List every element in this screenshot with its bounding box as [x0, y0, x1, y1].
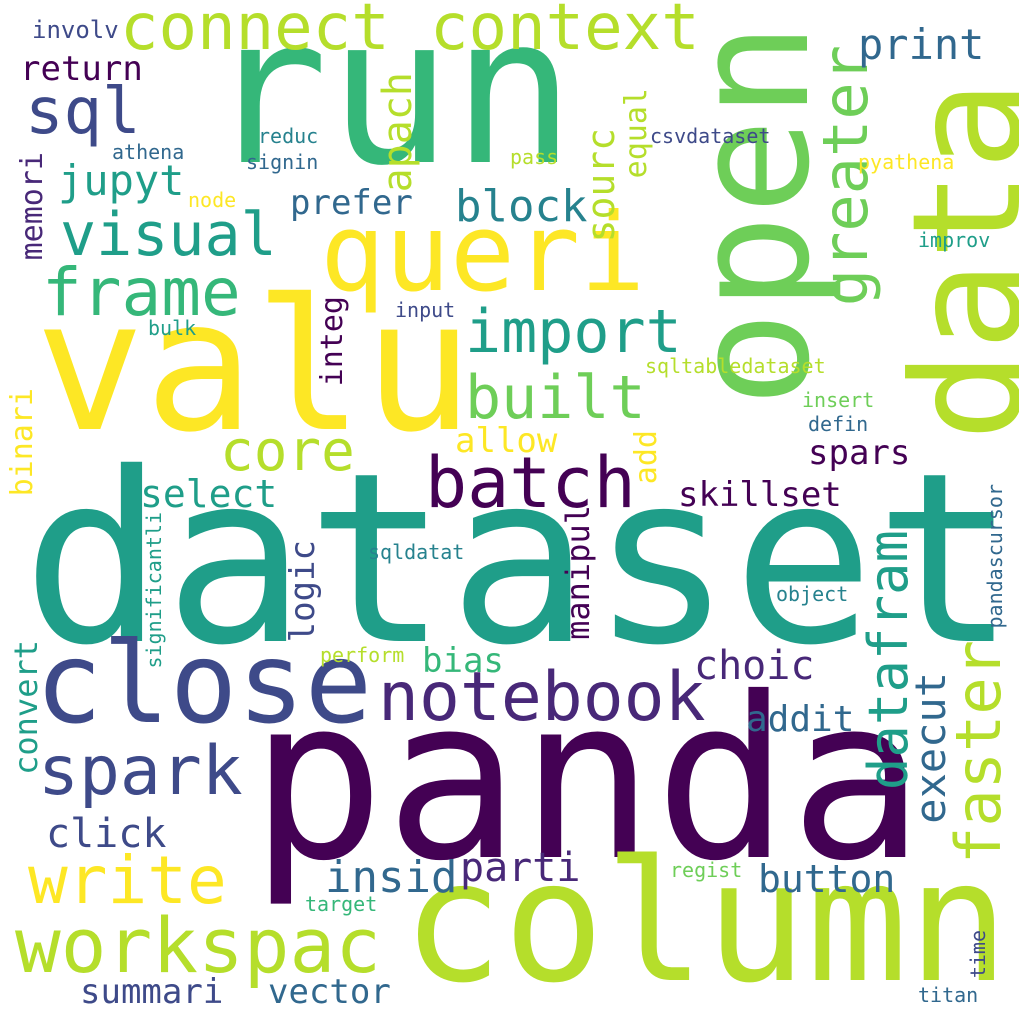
word-return: return	[20, 49, 143, 89]
word-logic: logic	[283, 540, 323, 643]
word-dataset: dataset	[22, 422, 1017, 697]
word-insert: insert	[802, 388, 875, 412]
word-csvdataset: csvdataset	[650, 124, 771, 148]
word-sql: sql	[25, 75, 141, 149]
word-built: built	[465, 363, 646, 433]
word-allow: allow	[455, 421, 558, 461]
word-sourc: sourc	[579, 128, 623, 243]
word-object: object	[776, 582, 849, 606]
word-target: target	[305, 892, 378, 916]
word-visual: visual	[60, 200, 277, 270]
word-pyathena: pyathena	[858, 150, 955, 174]
word-vector: vector	[268, 972, 391, 1012]
word-data: data	[881, 80, 1019, 442]
word-choic: choic	[694, 643, 815, 689]
word-addit: addit	[746, 699, 855, 740]
word-faster: faster	[942, 640, 1015, 864]
word-athena: athena	[112, 140, 185, 164]
word-significantli: significantli	[142, 512, 166, 669]
word-input: input	[395, 298, 456, 322]
word-valu: valu	[35, 260, 474, 472]
word-block: block	[455, 181, 588, 232]
word-apach: apach	[375, 72, 421, 193]
word-greater: greater	[809, 45, 882, 307]
word-write: write	[28, 842, 227, 919]
word-spars: spars	[808, 433, 911, 473]
word-titan: titan	[918, 983, 979, 1007]
word-run: run	[205, 0, 576, 211]
word-bias: bias	[422, 641, 504, 681]
word-summari: summari	[80, 972, 224, 1012]
word-frame: frame	[42, 254, 241, 331]
word-select: select	[140, 472, 278, 516]
word-skillset: skillset	[678, 475, 842, 515]
word-spark: spark	[38, 732, 243, 811]
word-node: node	[188, 188, 237, 212]
word-sqldatat: sqldatat	[368, 540, 465, 564]
word-open: open	[658, 22, 845, 408]
word-execut: execut	[906, 672, 955, 824]
word-parti: parti	[460, 845, 581, 891]
word-column: column	[402, 824, 1009, 1019]
word-prefer: prefer	[290, 183, 413, 223]
word-improv: improv	[918, 228, 991, 252]
word-signin: signin	[246, 150, 319, 174]
word-equal: equal	[619, 88, 654, 179]
word-regist: regist	[670, 858, 743, 882]
word-involv: involv	[32, 16, 119, 44]
word-perform: perform	[320, 643, 405, 667]
word-button: button	[758, 857, 896, 901]
word-memori: memori	[15, 152, 50, 261]
word-convert: convert	[7, 640, 45, 775]
word-integ: integ	[315, 296, 350, 387]
word-pass: pass	[510, 145, 559, 169]
word-sqltabledataset: sqltabledataset	[645, 354, 826, 378]
word-click: click	[46, 811, 167, 857]
word-defin: defin	[808, 412, 869, 436]
word-time: time	[966, 930, 990, 979]
word-workspac: workspac	[15, 901, 382, 990]
word-notebook: notebook	[378, 658, 706, 737]
word-insid: insid	[325, 852, 458, 903]
word-pandascursor: pandascursor	[983, 484, 1007, 629]
word-jupyt: jupyt	[58, 156, 185, 205]
word-context: context	[430, 0, 700, 65]
word-close: close	[35, 619, 373, 749]
word-manipul: manipul	[559, 505, 597, 640]
word-binari: binari	[5, 388, 40, 497]
word-add: add	[629, 430, 664, 485]
word-reduc: reduc	[258, 124, 319, 148]
word-import: import	[465, 297, 682, 367]
word-print: print	[858, 20, 985, 69]
word-queri: queri	[320, 191, 646, 316]
word-bulk: bulk	[148, 316, 197, 340]
word-core: core	[220, 419, 355, 484]
word-panda: panda	[250, 649, 925, 910]
word-batch: batch	[425, 442, 636, 524]
word-connect: connect	[120, 0, 390, 65]
